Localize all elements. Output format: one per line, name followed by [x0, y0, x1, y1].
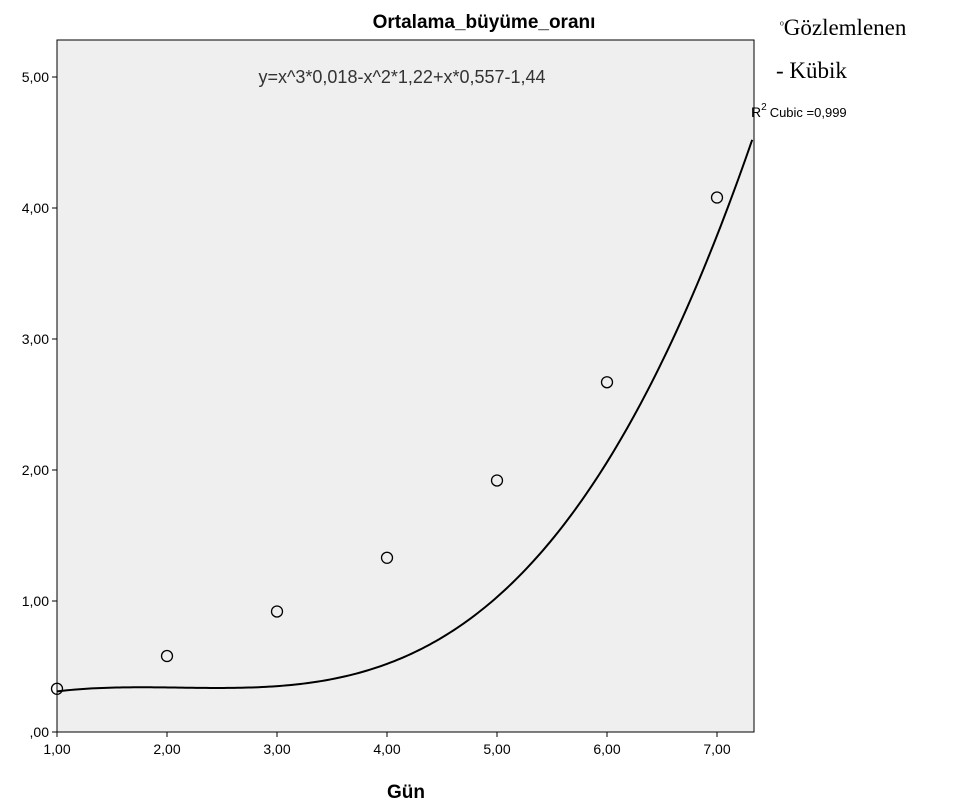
y-tick-label: 4,00 [22, 200, 49, 216]
legend-cubic-label: Kübik [784, 58, 848, 83]
x-axis: 1,00 2,00 3,00 4,00 5,00 6,00 7,00 [43, 732, 731, 757]
data-point [160, 649, 174, 663]
r-squared-label: R2 Cubic =0,999 [751, 102, 847, 120]
y-tick-label: 1,00 [22, 593, 49, 609]
data-point [490, 474, 504, 487]
x-tick-label: 2,00 [153, 741, 180, 757]
y-tick-label: ,00 [30, 724, 50, 740]
data-point [270, 605, 284, 618]
x-tick-label: 3,00 [263, 741, 290, 757]
x-tick-label: 4,00 [373, 741, 400, 757]
r-squared-symbol: R [751, 104, 761, 120]
data-point [710, 191, 724, 204]
x-tick-label: 1,00 [43, 741, 70, 757]
x-axis-label: Gün [387, 782, 425, 803]
legend-observed-symbol: ᵒ [780, 17, 784, 32]
y-tick-label: 3,00 [22, 331, 49, 347]
legend-item-observed: ᵒGözlemlenen [780, 15, 907, 40]
chart-title: Ortalama_büyüme_oranı [373, 12, 596, 33]
y-tick-label: 2,00 [22, 462, 49, 478]
data-point [380, 551, 394, 564]
fit-equation: y=x^3*0,018-x^2*1,22+x*0,557-1,44 [258, 67, 545, 87]
legend-item-cubic: - Kübik [776, 58, 847, 83]
y-axis: ,00 1,00 2,00 3,00 4,00 5,00 [22, 69, 57, 740]
cubic-fit-curve [56, 139, 754, 693]
legend-cubic-symbol: - [776, 58, 784, 83]
x-tick-label: 7,00 [703, 741, 730, 757]
r-squared-value: Cubic =0,999 [770, 105, 847, 120]
legend-observed-label: Gözlemlenen [784, 15, 907, 40]
x-tick-label: 6,00 [593, 741, 620, 757]
data-point [600, 376, 614, 389]
plot-area [56, 39, 755, 733]
data-points [50, 191, 724, 695]
y-tick-label: 5,00 [22, 69, 49, 85]
cubic-fit-curve-group [56, 139, 754, 693]
x-tick-label: 5,00 [483, 741, 510, 757]
data-point [50, 682, 64, 695]
r-squared-superscript: 2 [761, 102, 767, 113]
